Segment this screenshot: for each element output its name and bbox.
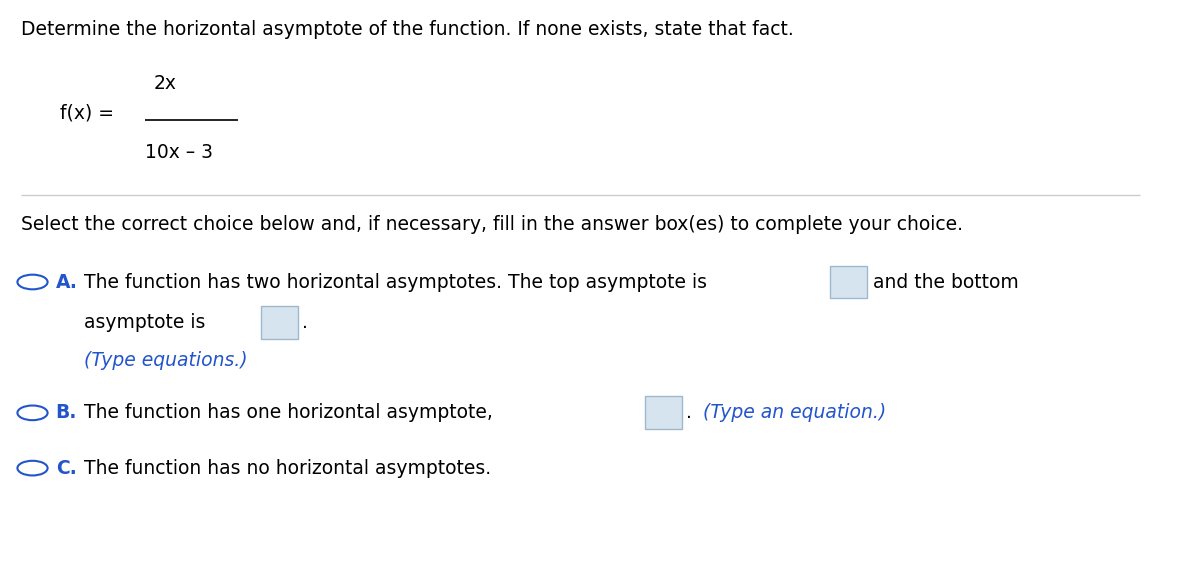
Text: (Type an equation.): (Type an equation.) [703,403,887,422]
Text: 10x – 3: 10x – 3 [146,143,213,162]
Text: Select the correct choice below and, if necessary, fill in the answer box(es) to: Select the correct choice below and, if … [20,215,962,235]
Text: C.: C. [56,459,76,478]
FancyBboxPatch shape [261,306,298,339]
Text: The function has no horizontal asymptotes.: The function has no horizontal asymptote… [84,459,491,478]
Text: 2x: 2x [153,74,177,93]
Text: B.: B. [56,403,78,422]
Text: The function has two horizontal asymptotes. The top asymptote is: The function has two horizontal asymptot… [84,272,707,292]
Text: f(x) =: f(x) = [61,103,115,122]
FancyBboxPatch shape [830,266,867,298]
Text: and the bottom: and the bottom [873,272,1018,292]
Text: The function has one horizontal asymptote,: The function has one horizontal asymptot… [84,403,492,422]
Text: Determine the horizontal asymptote of the function. If none exists, state that f: Determine the horizontal asymptote of th… [20,20,794,39]
Text: (Type equations.): (Type equations.) [84,351,247,371]
Text: A.: A. [56,272,78,292]
Text: asymptote is: asymptote is [84,313,205,332]
Text: .: . [687,403,691,422]
Text: .: . [302,313,308,332]
FancyBboxPatch shape [645,396,683,429]
